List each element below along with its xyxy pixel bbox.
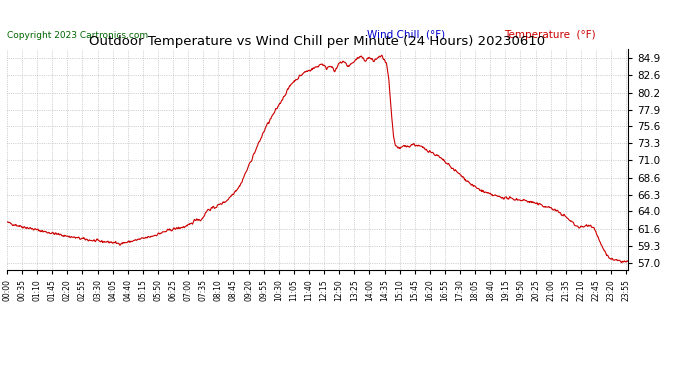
- Text: Wind Chill  (°F): Wind Chill (°F): [367, 30, 445, 40]
- Title: Outdoor Temperature vs Wind Chill per Minute (24 Hours) 20230610: Outdoor Temperature vs Wind Chill per Mi…: [89, 34, 546, 48]
- Text: Copyright 2023 Cartronics.com: Copyright 2023 Cartronics.com: [7, 31, 148, 40]
- Text: Temperature  (°F): Temperature (°F): [504, 30, 595, 40]
